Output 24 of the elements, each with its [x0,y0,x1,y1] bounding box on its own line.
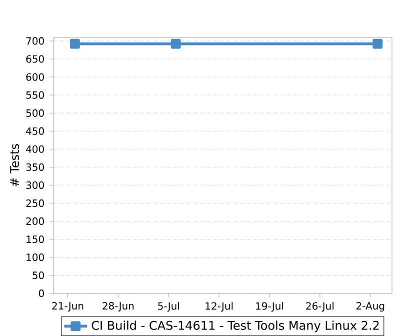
x-tick-label: 26-Jul [306,302,334,312]
x-tick-label: 12-Jul [206,302,233,312]
x-tick-label: 19-Jul [256,302,284,312]
x-tick-label: 5-Jul [158,302,179,312]
y-tick-label: 450 [26,127,44,135]
x-tick-label: 28-Jun [102,302,134,312]
y-tick-label: 600 [26,73,44,81]
x-tick-label: 2-Aug [356,302,384,312]
x-tick-label: 21-Jun [52,302,84,312]
y-tick-label: 250 [26,199,44,207]
y-tick-label: 200 [26,217,44,226]
y-tick-label: 500 [26,109,44,117]
y-tick-label: 650 [26,55,44,63]
y-tick-label: 0 [38,290,44,298]
y-tick-label: 50 [32,272,44,280]
y-tick-label: 100 [26,253,44,262]
y-tick-label: 350 [26,163,44,171]
y-tick-label: 150 [26,235,44,244]
legend-label: CI Build - CAS-14611 - Test Tools Many Linux 2.2 [92,320,379,332]
y-tick-label: 550 [26,91,44,99]
y-tick-label: 300 [26,181,44,189]
y-tick-label: 700 [26,37,44,45]
y-axis-title: # Tests [10,144,20,186]
y-tick-label: 400 [26,145,44,153]
